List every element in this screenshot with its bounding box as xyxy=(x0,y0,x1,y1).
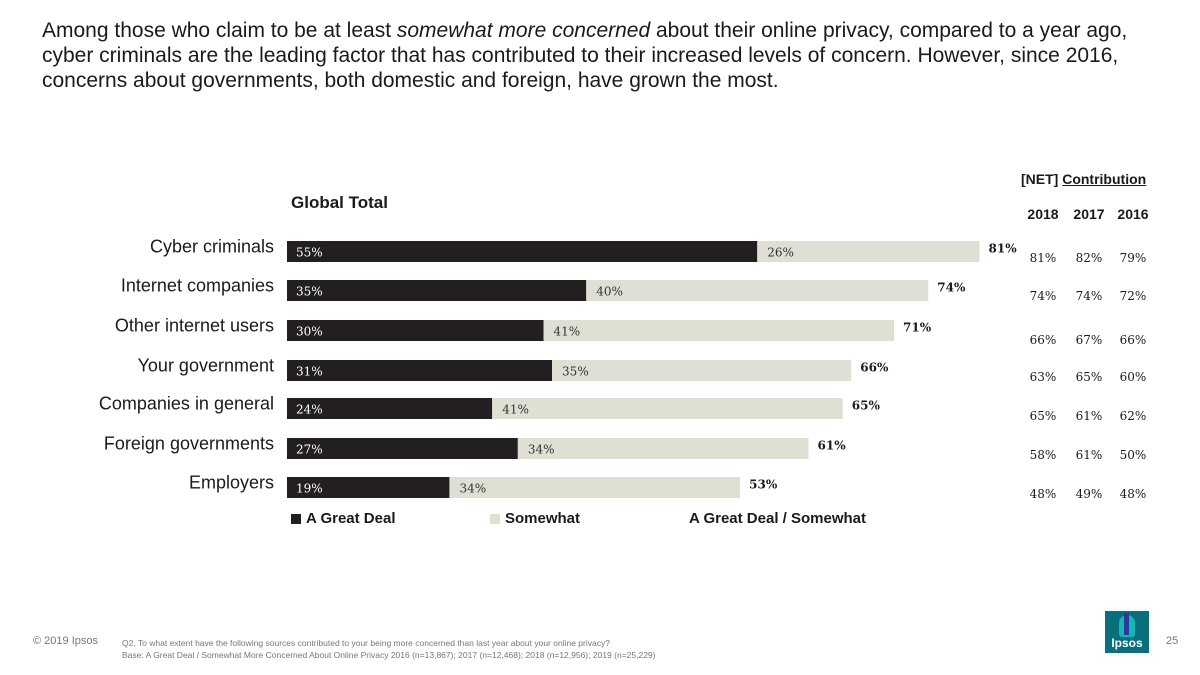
headline-text-2: about their online privacy, compared to … xyxy=(42,19,1128,92)
bar-great-deal xyxy=(287,360,553,381)
legend-swatch-great-deal xyxy=(291,513,301,524)
headline: Among those who claim to be at least som… xyxy=(42,18,1172,93)
bar-great-deal xyxy=(287,320,544,341)
footnote-base: Base: A Great Deal / Somewhat More Conce… xyxy=(122,650,656,660)
page-number: 25 xyxy=(1166,635,1179,647)
chart-title: Global Total xyxy=(291,193,388,212)
data-label-total: 81% xyxy=(989,242,1018,256)
category-label: Cyber criminals xyxy=(150,237,274,257)
data-label-total: 53% xyxy=(749,478,778,492)
bar-somewhat xyxy=(517,438,809,459)
category-label: Employers xyxy=(189,473,274,493)
data-label-somewhat: 41% xyxy=(554,325,581,339)
net-table-cell: 81% xyxy=(1030,251,1057,265)
data-label-great-deal: 24% xyxy=(296,403,323,417)
data-label-great-deal: 27% xyxy=(296,443,323,457)
net-table-cell: 62% xyxy=(1120,409,1147,423)
bar-somewhat xyxy=(492,398,843,419)
net-table-cell: 49% xyxy=(1076,487,1103,501)
footnote-question: Q2. To what extent have the following so… xyxy=(122,638,610,648)
year-header-2016: 2016 xyxy=(1117,206,1149,222)
data-label-somewhat: 40% xyxy=(596,285,623,299)
net-table-cell: 48% xyxy=(1120,487,1147,501)
legend-swatch-somewhat xyxy=(490,513,500,524)
data-label-great-deal: 30% xyxy=(296,325,323,339)
data-label-total: 65% xyxy=(852,399,881,413)
net-table-cell: 65% xyxy=(1030,409,1057,423)
net-table-cell: 60% xyxy=(1120,370,1147,384)
bar-somewhat xyxy=(552,360,852,381)
data-label-somewhat: 34% xyxy=(528,443,555,457)
data-label-somewhat: 35% xyxy=(562,365,589,379)
category-label: Your government xyxy=(138,356,274,376)
net-table-cell: 61% xyxy=(1076,409,1103,423)
bar-somewhat xyxy=(757,241,980,262)
data-label-great-deal: 31% xyxy=(296,365,323,379)
data-label-great-deal: 35% xyxy=(296,285,323,299)
category-label: Other internet users xyxy=(115,316,274,336)
bar-great-deal xyxy=(287,477,450,498)
net-contribution-label: Contribution xyxy=(1062,171,1147,187)
net-table-cell: 74% xyxy=(1030,289,1057,303)
legend-label-great-deal: A Great Deal xyxy=(306,510,396,527)
data-label-great-deal: 19% xyxy=(296,482,323,496)
net-table-cell: 58% xyxy=(1030,448,1057,462)
data-label-total: 74% xyxy=(937,281,966,295)
bar-great-deal xyxy=(287,280,587,301)
headline-text-1: Among those who claim to be at least xyxy=(42,19,397,42)
category-label: Internet companies xyxy=(121,276,274,296)
logo-text: Ipsos xyxy=(1111,636,1143,650)
bar-somewhat xyxy=(543,320,895,341)
net-table-cell: 74% xyxy=(1076,289,1103,303)
net-table-cell: 50% xyxy=(1120,448,1147,462)
category-label: Companies in general xyxy=(99,394,274,414)
ipsos-logo: Ipsos xyxy=(1105,611,1149,653)
net-table-cell: 72% xyxy=(1120,289,1147,303)
net-table-cell: 63% xyxy=(1030,370,1057,384)
legend-total: A Great Deal / Somewhat xyxy=(689,510,866,527)
net-table-cell: 61% xyxy=(1076,448,1103,462)
legend-great-deal: A Great Deal xyxy=(291,510,395,527)
net-prefix: [NET] xyxy=(1021,171,1059,187)
data-label-total: 66% xyxy=(860,361,889,375)
net-table-cell: 82% xyxy=(1076,251,1103,265)
bar-somewhat xyxy=(449,477,741,498)
logo-pin-bar xyxy=(1124,613,1129,635)
net-table-cell: 66% xyxy=(1120,333,1147,347)
data-label-total: 71% xyxy=(903,321,932,335)
footnote: Q2. To what extent have the following so… xyxy=(122,637,656,661)
bar-somewhat xyxy=(586,280,929,301)
year-header-2017: 2017 xyxy=(1073,206,1105,222)
legend-somewhat: Somewhat xyxy=(490,510,580,527)
data-label-great-deal: 55% xyxy=(296,246,323,260)
copyright: © 2019 Ipsos xyxy=(33,635,98,647)
data-label-somewhat: 34% xyxy=(459,482,486,496)
net-table-cell: 65% xyxy=(1076,370,1103,384)
data-label-total: 61% xyxy=(818,439,847,453)
bar-great-deal xyxy=(287,398,493,419)
year-header-2018: 2018 xyxy=(1027,206,1059,222)
net-contribution-title: [NET] Contribution xyxy=(1021,171,1146,187)
data-label-somewhat: 26% xyxy=(767,246,794,260)
data-label-somewhat: 41% xyxy=(502,403,529,417)
net-table-cell: 79% xyxy=(1120,251,1147,265)
legend-label-somewhat: Somewhat xyxy=(505,510,581,527)
net-table-cell: 66% xyxy=(1030,333,1057,347)
category-label: Foreign governments xyxy=(104,434,274,454)
bar-great-deal xyxy=(287,241,758,262)
net-table-cell: 67% xyxy=(1076,333,1103,347)
headline-italic: somewhat more concerned xyxy=(396,19,651,42)
net-table-cell: 48% xyxy=(1030,487,1057,501)
bar-great-deal xyxy=(287,438,518,459)
legend-label-total: A Great Deal / Somewhat xyxy=(689,510,866,527)
